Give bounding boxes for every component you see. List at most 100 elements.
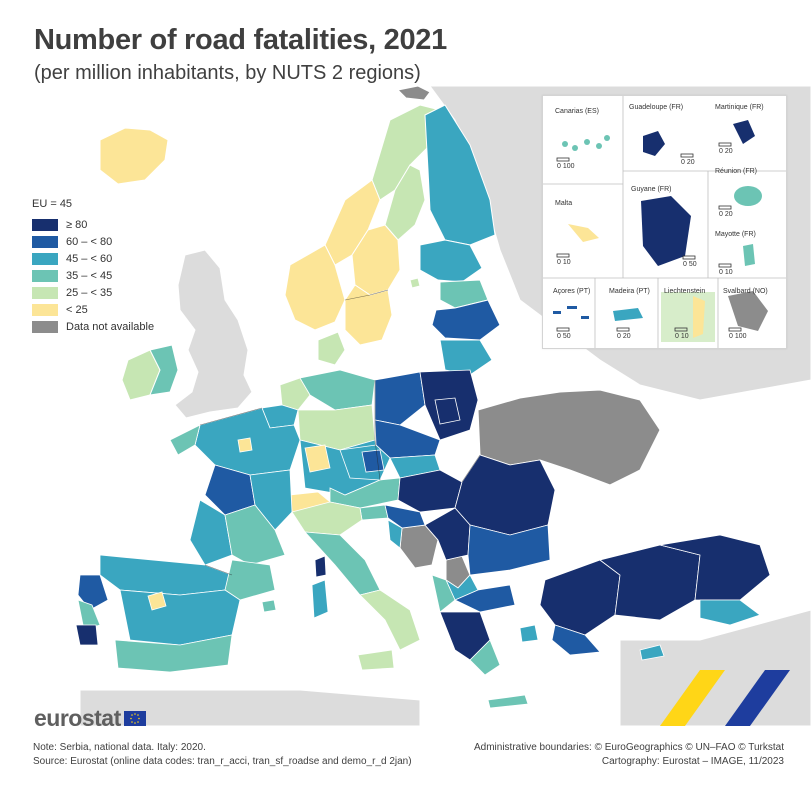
cyprus	[639, 644, 665, 661]
madrid	[147, 591, 167, 611]
italy	[291, 501, 421, 671]
footer-notes: Note: Serbia, national data. Italy: 2020…	[33, 741, 413, 769]
svalbard-shape	[728, 291, 768, 331]
iberia	[75, 554, 277, 673]
finland-north	[424, 104, 496, 246]
inset-label-mayotte: Mayotte (FR)	[715, 231, 756, 238]
norway-south	[284, 244, 346, 331]
legend-swatch	[32, 235, 58, 248]
greece-islands	[519, 624, 539, 643]
inset-label-svalbard: Svalbard (NO)	[723, 288, 768, 295]
legend-label: 25 – < 35	[66, 286, 113, 299]
france	[169, 407, 301, 566]
scale-label-madeira: 0 20	[617, 333, 631, 340]
sicily	[357, 649, 395, 671]
eurostat-logo: eurostat	[34, 705, 146, 732]
scale-label-canarias: 0 100	[557, 163, 575, 170]
inset-label-canarias: Canarias (ES)	[555, 108, 599, 115]
poland-center	[434, 397, 461, 425]
legend-swatch	[32, 269, 58, 282]
map-title: Number of road fatalities, 2021	[34, 24, 447, 56]
legend-swatch	[32, 320, 58, 333]
norway	[284, 104, 441, 331]
map-subtitle: (per million inhabitants, by NUTS 2 regi…	[34, 62, 421, 84]
inset-label-liechtenstein: Liechtenstein	[664, 288, 706, 295]
inset-label-madeira: Madeira (PT)	[609, 288, 650, 295]
inset-label-reunion: Réunion (FR)	[715, 168, 758, 175]
iceland-region	[99, 127, 169, 185]
turkey-northeast	[699, 599, 761, 626]
france-east	[249, 469, 293, 531]
inset-panel: Canarias (ES) Guadeloupe (FR) Martinique…	[542, 95, 787, 349]
reunion-shape	[734, 186, 762, 206]
scale-bars	[556, 142, 742, 332]
legend-item: 25 – < 35	[32, 284, 202, 301]
scale-label-svalbard: 0 100	[729, 333, 747, 340]
portugal-north	[77, 574, 109, 611]
inset-dividers	[543, 96, 786, 348]
eu-flag-icon	[123, 711, 146, 726]
latvia	[431, 299, 501, 341]
scale-label-malta: 0 10	[557, 259, 571, 266]
finland	[409, 104, 496, 289]
turkey-coast	[551, 624, 601, 656]
scale-label-reunion: 0 20	[719, 211, 733, 218]
ireland	[121, 344, 179, 401]
footer-boundaries: Administrative boundaries: © EuroGeograp…	[473, 742, 784, 753]
turkey	[539, 534, 771, 661]
scale-label-mayotte: 0 10	[719, 269, 733, 276]
paris	[237, 437, 253, 453]
germany-yellow	[304, 444, 331, 473]
scale-label-guadeloupe: 0 20	[681, 159, 695, 166]
czechia-dark	[361, 449, 385, 473]
inset-label-acores: Açores (PT)	[553, 288, 591, 295]
spain-south	[114, 634, 233, 673]
scale-label-martinique: 0 20	[719, 148, 733, 155]
southeast-europe	[424, 454, 556, 709]
turkey-west	[539, 559, 621, 636]
legend-swatch	[32, 303, 58, 316]
inset-label-guadeloupe: Guadeloupe (FR)	[629, 104, 684, 111]
legend-label: 45 – < 60	[66, 252, 113, 265]
sweden-south	[344, 284, 393, 346]
north-africa-land	[79, 689, 421, 726]
acores-shapes	[553, 306, 589, 319]
country-borders	[199, 289, 481, 576]
balearic	[261, 599, 277, 613]
legend-label: < 25	[66, 303, 88, 316]
denmark	[317, 331, 346, 366]
italy-south	[359, 589, 421, 651]
malta-shape	[568, 224, 599, 242]
canarias-shapes	[562, 135, 610, 151]
legend-swatch	[32, 286, 58, 299]
footer-note: Note: Serbia, national data. Italy: 2020…	[33, 742, 206, 753]
poland-south	[374, 419, 441, 459]
eu-average-label: EU = 45	[32, 198, 73, 210]
legend-label: ≥ 80	[66, 218, 88, 231]
scale-label-acores: 0 50	[557, 333, 571, 340]
legend-item: 35 – < 45	[32, 267, 202, 284]
greece-north	[454, 584, 516, 613]
inset-label-guyane: Guyane (FR)	[631, 186, 672, 193]
map-legend: EU = 45 ≥ 80 60 – < 80 45 – < 60 35 – < …	[32, 198, 202, 335]
sweden	[344, 164, 426, 346]
turkey-east	[659, 534, 771, 601]
martinique-shape	[733, 120, 755, 144]
legend-label: 35 – < 45	[66, 269, 113, 282]
poland-west	[374, 371, 426, 426]
legend-item: 60 – < 80	[32, 233, 202, 250]
slovenia	[359, 504, 389, 521]
legend-item: ≥ 80	[32, 216, 202, 233]
scale-label-liechtenstein: 0 10	[675, 333, 689, 340]
guyane-shape	[641, 196, 691, 266]
inset-label-martinique: Martinique (FR)	[715, 104, 764, 111]
spain-northeast	[224, 559, 276, 601]
legend-swatch	[32, 252, 58, 265]
romania	[454, 454, 556, 536]
legend-item: 45 – < 60	[32, 250, 202, 267]
footer-source: Source: Eurostat (online data codes: tra…	[33, 756, 412, 767]
middle-east-land	[619, 609, 811, 726]
uk-land	[174, 249, 253, 419]
france-south	[224, 504, 286, 566]
central-europe	[261, 369, 479, 549]
